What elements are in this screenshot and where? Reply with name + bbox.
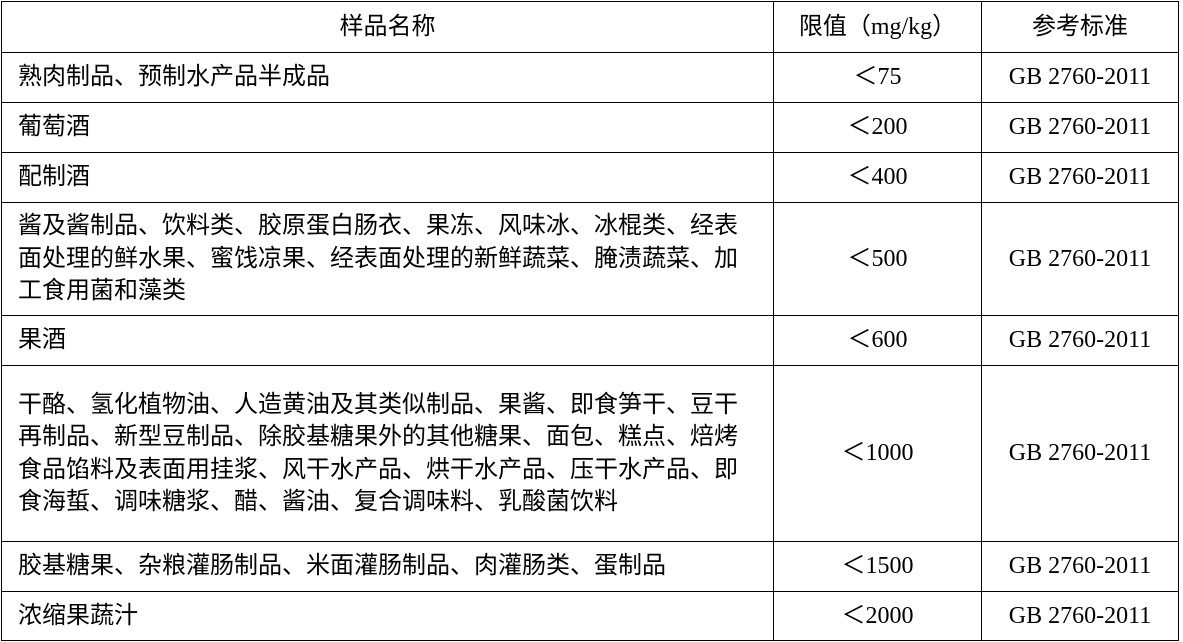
limit-cell: ＜1000 — [773, 365, 982, 542]
sample-name-cell: 葡萄酒 — [1, 102, 774, 153]
standard-cell: GB 2760-2011 — [981, 202, 1179, 316]
standard-cell: GB 2760-2011 — [981, 365, 1179, 542]
sample-name-cell: 干酪、氢化植物油、人造黄油及其类似制品、果酱、即食笋干、豆干再制品、新型豆制品、… — [1, 365, 774, 542]
standard-cell: GB 2760-2011 — [981, 541, 1179, 592]
standard-cell: GB 2760-2011 — [981, 315, 1179, 366]
header-row: 样品名称 限值（mg/kg） 参考标准 — [1, 1, 1179, 53]
standard-cell: GB 2760-2011 — [981, 591, 1179, 641]
table-row: 胶基糖果、杂粮灌肠制品、米面灌肠制品、肉灌肠类、蛋制品 ＜1500 GB 2760-… — [1, 541, 1179, 592]
header-standard: 参考标准 — [981, 1, 1179, 53]
table-row: 酱及酱制品、饮料类、胶原蛋白肠衣、果冻、风味冰、冰棍类、经表面处理的鲜水果、蜜饯… — [1, 202, 1179, 316]
sample-name-cell: 浓缩果蔬汁 — [1, 591, 774, 641]
sample-name-cell: 酱及酱制品、饮料类、胶原蛋白肠衣、果冻、风味冰、冰棍类、经表面处理的鲜水果、蜜饯… — [1, 202, 774, 316]
header-limit: 限值（mg/kg） — [773, 1, 982, 53]
standard-cell: GB 2760-2011 — [981, 52, 1179, 103]
table-row: 干酪、氢化植物油、人造黄油及其类似制品、果酱、即食笋干、豆干再制品、新型豆制品、… — [1, 365, 1179, 542]
limit-cell: ＜500 — [773, 202, 982, 316]
sample-name-cell: 熟肉制品、预制水产品半成品 — [1, 52, 774, 103]
header-sample-name: 样品名称 — [1, 1, 774, 53]
limit-cell: ＜1500 — [773, 541, 982, 592]
limit-cell: ＜75 — [773, 52, 982, 103]
sample-name-cell: 果酒 — [1, 315, 774, 366]
limit-cell: ＜200 — [773, 102, 982, 153]
table-row: 浓缩果蔬汁 ＜2000 GB 2760-2011 — [1, 591, 1179, 641]
standard-cell: GB 2760-2011 — [981, 102, 1179, 153]
limit-cell: ＜400 — [773, 152, 982, 203]
limit-cell: ＜2000 — [773, 591, 982, 641]
standard-cell: GB 2760-2011 — [981, 152, 1179, 203]
table-row: 熟肉制品、预制水产品半成品 ＜75 GB 2760-2011 — [1, 52, 1179, 103]
table-row: 葡萄酒 ＜200 GB 2760-2011 — [1, 102, 1179, 153]
sample-name-cell: 配制酒 — [1, 152, 774, 203]
sample-name-cell: 胶基糖果、杂粮灌肠制品、米面灌肠制品、肉灌肠类、蛋制品 — [1, 541, 774, 592]
table-row: 果酒 ＜600 GB 2760-2011 — [1, 315, 1179, 366]
table-row: 配制酒 ＜400 GB 2760-2011 — [1, 152, 1179, 203]
limit-cell: ＜600 — [773, 315, 982, 366]
